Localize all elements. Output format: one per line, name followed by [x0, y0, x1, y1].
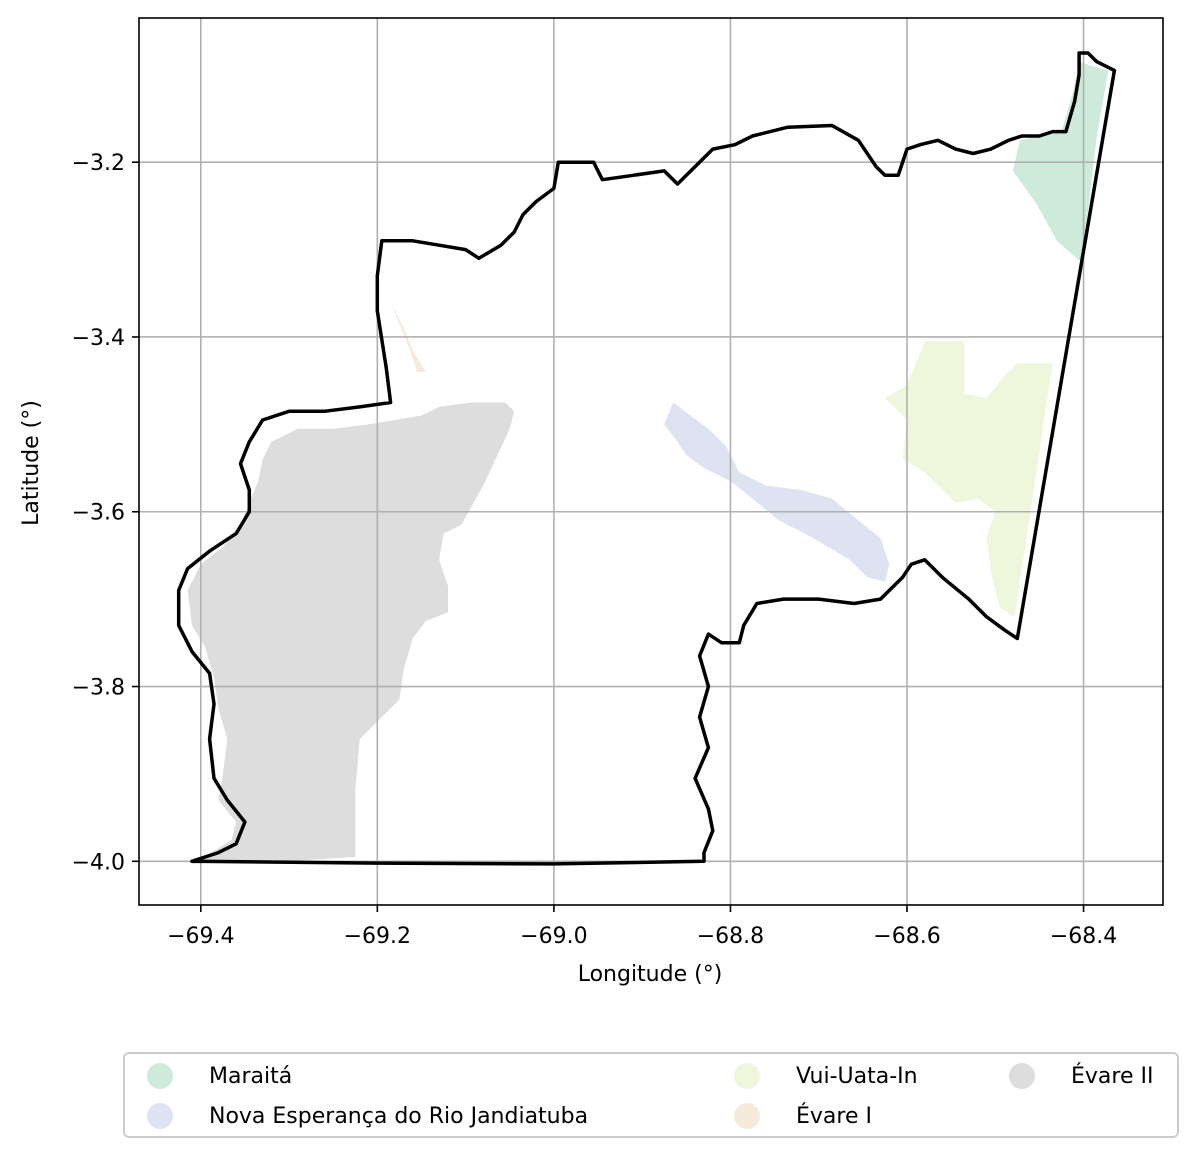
y-tick-label: −4.0 [72, 850, 125, 875]
y-axis-label: Latitude (°) [19, 400, 44, 526]
legend-marker-evare-ii [1009, 1063, 1035, 1089]
municipality-boundary [176, 51, 1117, 866]
legend-label-evare-i: Évare I [796, 1103, 872, 1129]
x-tick-label: −69.0 [520, 924, 587, 949]
territory-vui-uata-in [884, 341, 1053, 617]
territory-evare-ii [187, 402, 515, 862]
x-tick-label: −69.4 [167, 924, 234, 949]
x-axis-ticks: −69.4 −69.2 −69.0 −68.8 −68.6 −68.4 [167, 905, 1117, 949]
y-tick-label: −3.2 [72, 151, 125, 176]
y-tick-label: −3.6 [72, 501, 125, 526]
y-tick-label: −3.4 [72, 326, 125, 351]
territory-polygons [187, 61, 1109, 862]
legend-label-maraita: Maraitá [209, 1063, 293, 1089]
legend-label-vui-uata-in: Vui-Uata-In [796, 1063, 918, 1089]
y-axis-ticks: −3.2 −3.4 −3.6 −3.8 −4.0 [72, 151, 139, 875]
legend-item-evare-ii: Évare II [987, 1060, 1153, 1092]
x-tick-label: −69.2 [344, 924, 411, 949]
x-tick-label: −68.8 [697, 924, 764, 949]
territory-nova-esperanca-do-rio-jandiatuba [664, 402, 890, 582]
legend-label-nova-esperanca: Nova Esperança do Rio Jandiatuba [209, 1103, 589, 1129]
boundary-line [176, 51, 1117, 866]
legend-marker-maraita [147, 1063, 173, 1089]
legend-marker-evare-i [734, 1103, 760, 1129]
legend-marker-nova-esperanca [147, 1103, 173, 1129]
legend-label-evare-ii: Évare II [1071, 1063, 1154, 1089]
legend-marker-vui-uata-in [734, 1063, 760, 1089]
x-tick-label: −68.4 [1050, 924, 1117, 949]
x-tick-label: −68.6 [873, 924, 940, 949]
x-axis-label: Longitude (°) [578, 962, 723, 987]
legend-item-maraita: Maraitá [125, 1060, 292, 1092]
legend-item-nova-esperanca: Nova Esperança do Rio Jandiatuba [125, 1100, 588, 1132]
legend: Maraitá Nova Esperança do Rio Jandiatuba… [123, 1052, 1179, 1138]
y-tick-label: −3.8 [72, 676, 125, 701]
legend-item-vui-uata-in: Vui-Uata-In [712, 1060, 918, 1092]
legend-item-evare-i: Évare I [712, 1100, 872, 1132]
plot-frame [138, 17, 1164, 906]
